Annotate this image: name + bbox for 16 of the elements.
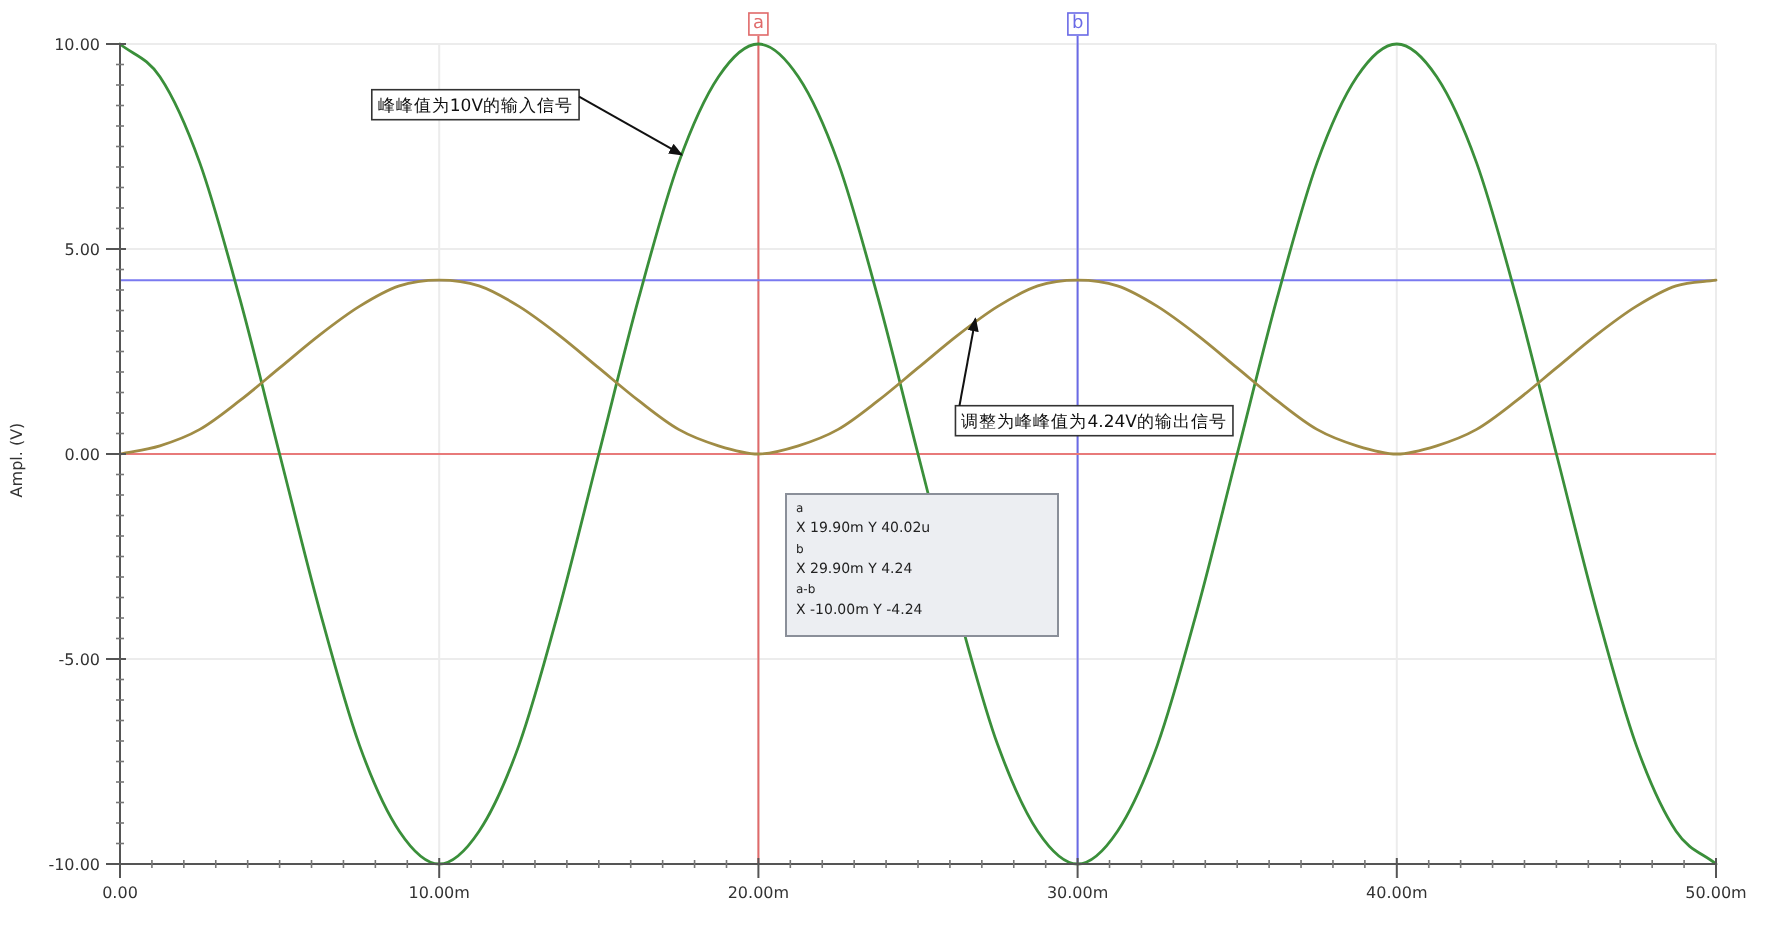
ref-line-label: b: [1071, 14, 1084, 34]
x-tick-label: 10.00m: [408, 884, 471, 902]
ref-line-label: a: [752, 14, 764, 34]
y-tick-label: 10.00: [54, 36, 100, 54]
x-tick-label: 30.00m: [1046, 884, 1109, 902]
x-tick-label: 40.00m: [1366, 884, 1428, 902]
annotation: 峰峰值为10V的输入信号: [377, 95, 574, 118]
y-tick-label: 0.00: [64, 446, 100, 464]
x-tick-label: 20.00m: [727, 884, 790, 902]
y-tick-label: -5.00: [58, 651, 100, 669]
y-tick-label: -10.00: [48, 856, 100, 874]
y-axis-title: Ampl. (V): [8, 422, 26, 498]
annotation: 调整为峰峰值为4.24V的输出信号: [961, 411, 1227, 434]
x-tick-label: 50.00m: [1685, 884, 1748, 902]
y-tick-label: 5.00: [64, 241, 100, 259]
x-tick-label: 0.00: [102, 884, 138, 902]
